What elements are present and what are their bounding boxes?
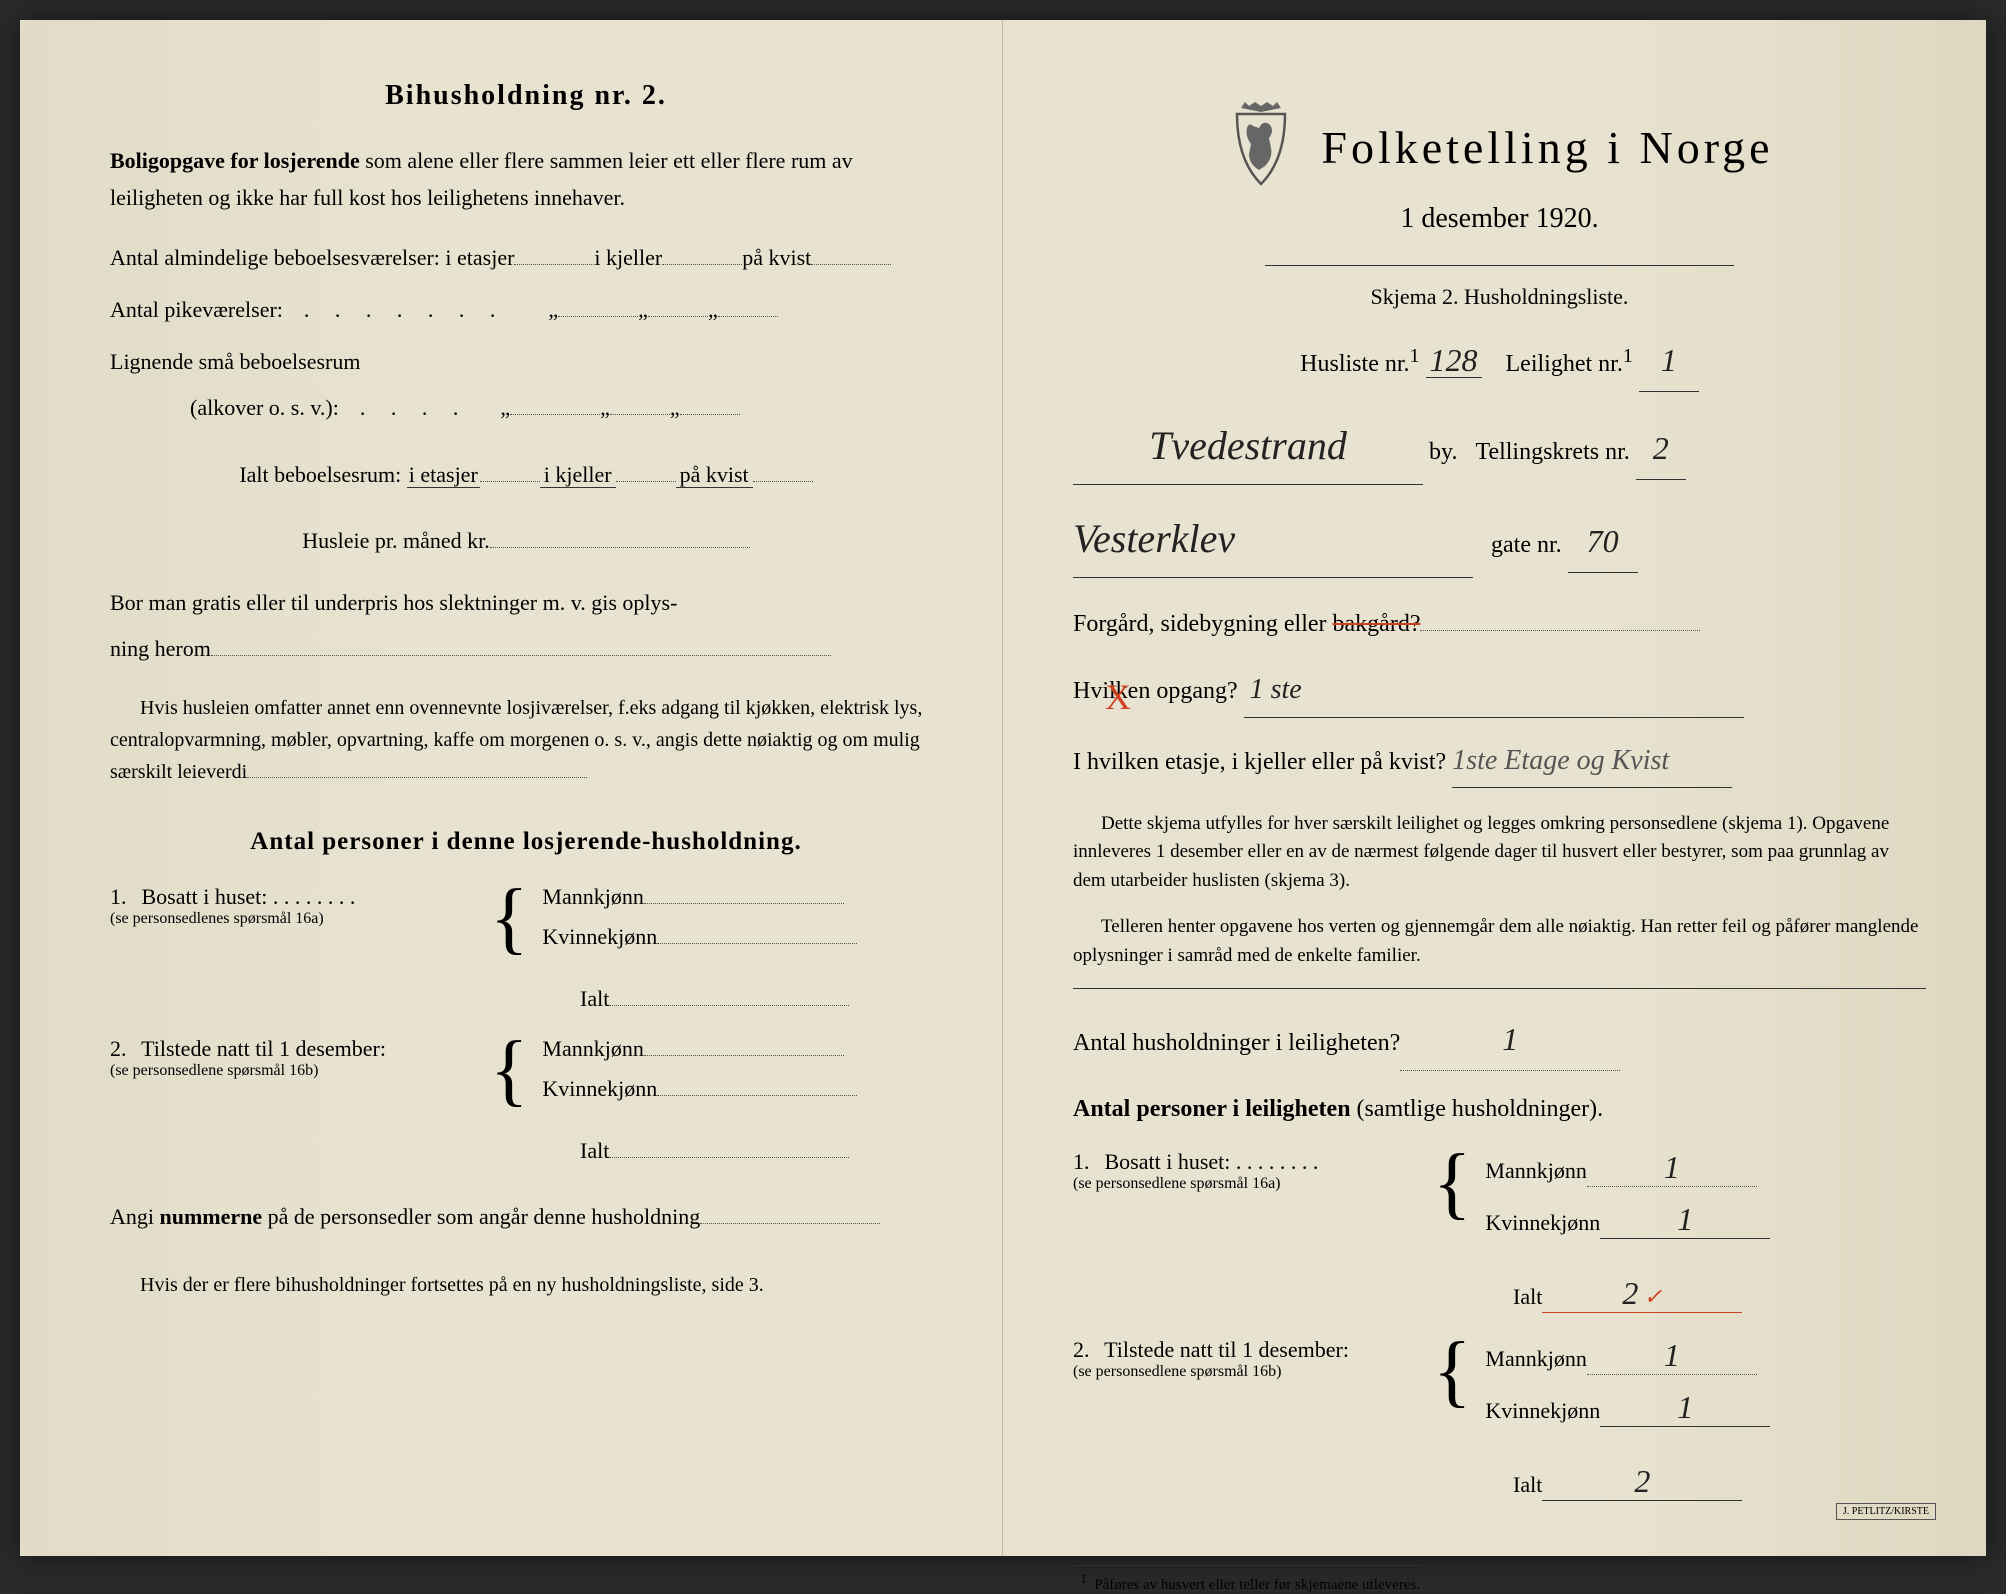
by-line: Tvedestrand by. Tellingskrets nr. 2 [1073, 408, 1926, 485]
main-title: Folketelling i Norge [1321, 121, 1773, 174]
antal-hush-line: Antal husholdninger i leiligheten?1 [1073, 1009, 1926, 1071]
brace-icon: { [490, 884, 528, 952]
brace-icon: { [1433, 1149, 1471, 1217]
lignende-line: Lignende små beboelsesrum (alkover o. s.… [110, 339, 942, 431]
para2: Telleren henter opgavene hos verten og g… [1073, 913, 1926, 970]
forgard-line: Forgård, sidebygning eller bakgård? [1073, 602, 1926, 648]
intro-bold: Boligopgave for losjerende [110, 148, 360, 173]
census-document: Bihusholdning nr. 2. Boligopgave for los… [20, 20, 1986, 1556]
person-row-1-left: 1. Bosatt i huset: . . . . . . . . (se p… [110, 884, 942, 964]
ialt-line-2-left: Ialt [580, 1138, 942, 1164]
husliste-line: Husliste nr.1 128 Leilighet nr.1 1 [1073, 330, 1926, 392]
left-page: Bihusholdning nr. 2. Boligopgave for los… [20, 20, 1003, 1556]
husleie-line: Husleie pr. måned kr. [110, 518, 942, 564]
ialt-line-1-right: Ialt2 ✓ [1513, 1275, 1926, 1313]
red-x-mark-icon: X [1105, 663, 1131, 731]
ialt-line-2-right: Ialt2 [1513, 1463, 1926, 1501]
person-row-2-right: 2. Tilstede natt til 1 desember: (se per… [1073, 1337, 1926, 1441]
ialt-rooms-line: Ialt beboelsesrum: i etasjeri kjellerpå … [110, 452, 942, 498]
left-heading: Bihusholdning nr. 2. [110, 80, 942, 112]
gate-line: Vesterklev gate nr. 70 [1073, 501, 1926, 578]
schema-line: Skjema 2. Husholdningsliste. [1073, 284, 1926, 310]
brace-icon: { [1433, 1337, 1471, 1405]
coat-of-arms-icon [1225, 100, 1297, 195]
angi-line: Angi nummerne på de personsedler som ang… [110, 1194, 942, 1240]
intro-para: Boligopgave for losjerende som alene ell… [110, 142, 942, 217]
section-heading-left: Antal personer i denne losjerende-hushol… [110, 828, 942, 856]
etasje-line: I hvilken etasje, i kjeller eller på kvi… [1073, 734, 1926, 788]
pike-line: Antal pikeværelser: . . . . . . . „„„ [110, 287, 942, 333]
para1: Dette skjema utfylles for hver særskilt … [1073, 810, 1926, 896]
ialt-line-1-left: Ialt [580, 986, 942, 1012]
rooms-line: Antal almindelige beboelsesværelser: i e… [110, 235, 942, 281]
bor-line: Bor man gratis eller til underpris hos s… [110, 580, 942, 672]
brace-icon: { [490, 1036, 528, 1104]
person-row-1-right: 1. Bosatt i huset: . . . . . . . . (se p… [1073, 1149, 1926, 1253]
footer-left: Hvis der er flere bihusholdninger fortse… [110, 1274, 942, 1297]
antal-pers-heading: Antal personer i leiligheten (samtlige h… [1073, 1087, 1926, 1133]
footnote: 1 Påføres av husvert eller teller før sk… [1073, 1565, 1420, 1594]
opgang-line: X Hvilken opgang? 1 ste [1073, 663, 1926, 717]
printer-mark: J. PETLITZ/KIRSTE [1836, 1503, 1936, 1520]
right-page: Folketelling i Norge 1 desember 1920. Sk… [1003, 20, 1986, 1556]
person-row-2-left: 2. Tilstede natt til 1 desember: (se per… [110, 1036, 942, 1116]
title-block: Folketelling i Norge 1 desember 1920. [1073, 100, 1926, 235]
title-date: 1 desember 1920. [1073, 203, 1926, 235]
small-note: Hvis husleien omfatter annet enn ovennev… [110, 692, 942, 788]
